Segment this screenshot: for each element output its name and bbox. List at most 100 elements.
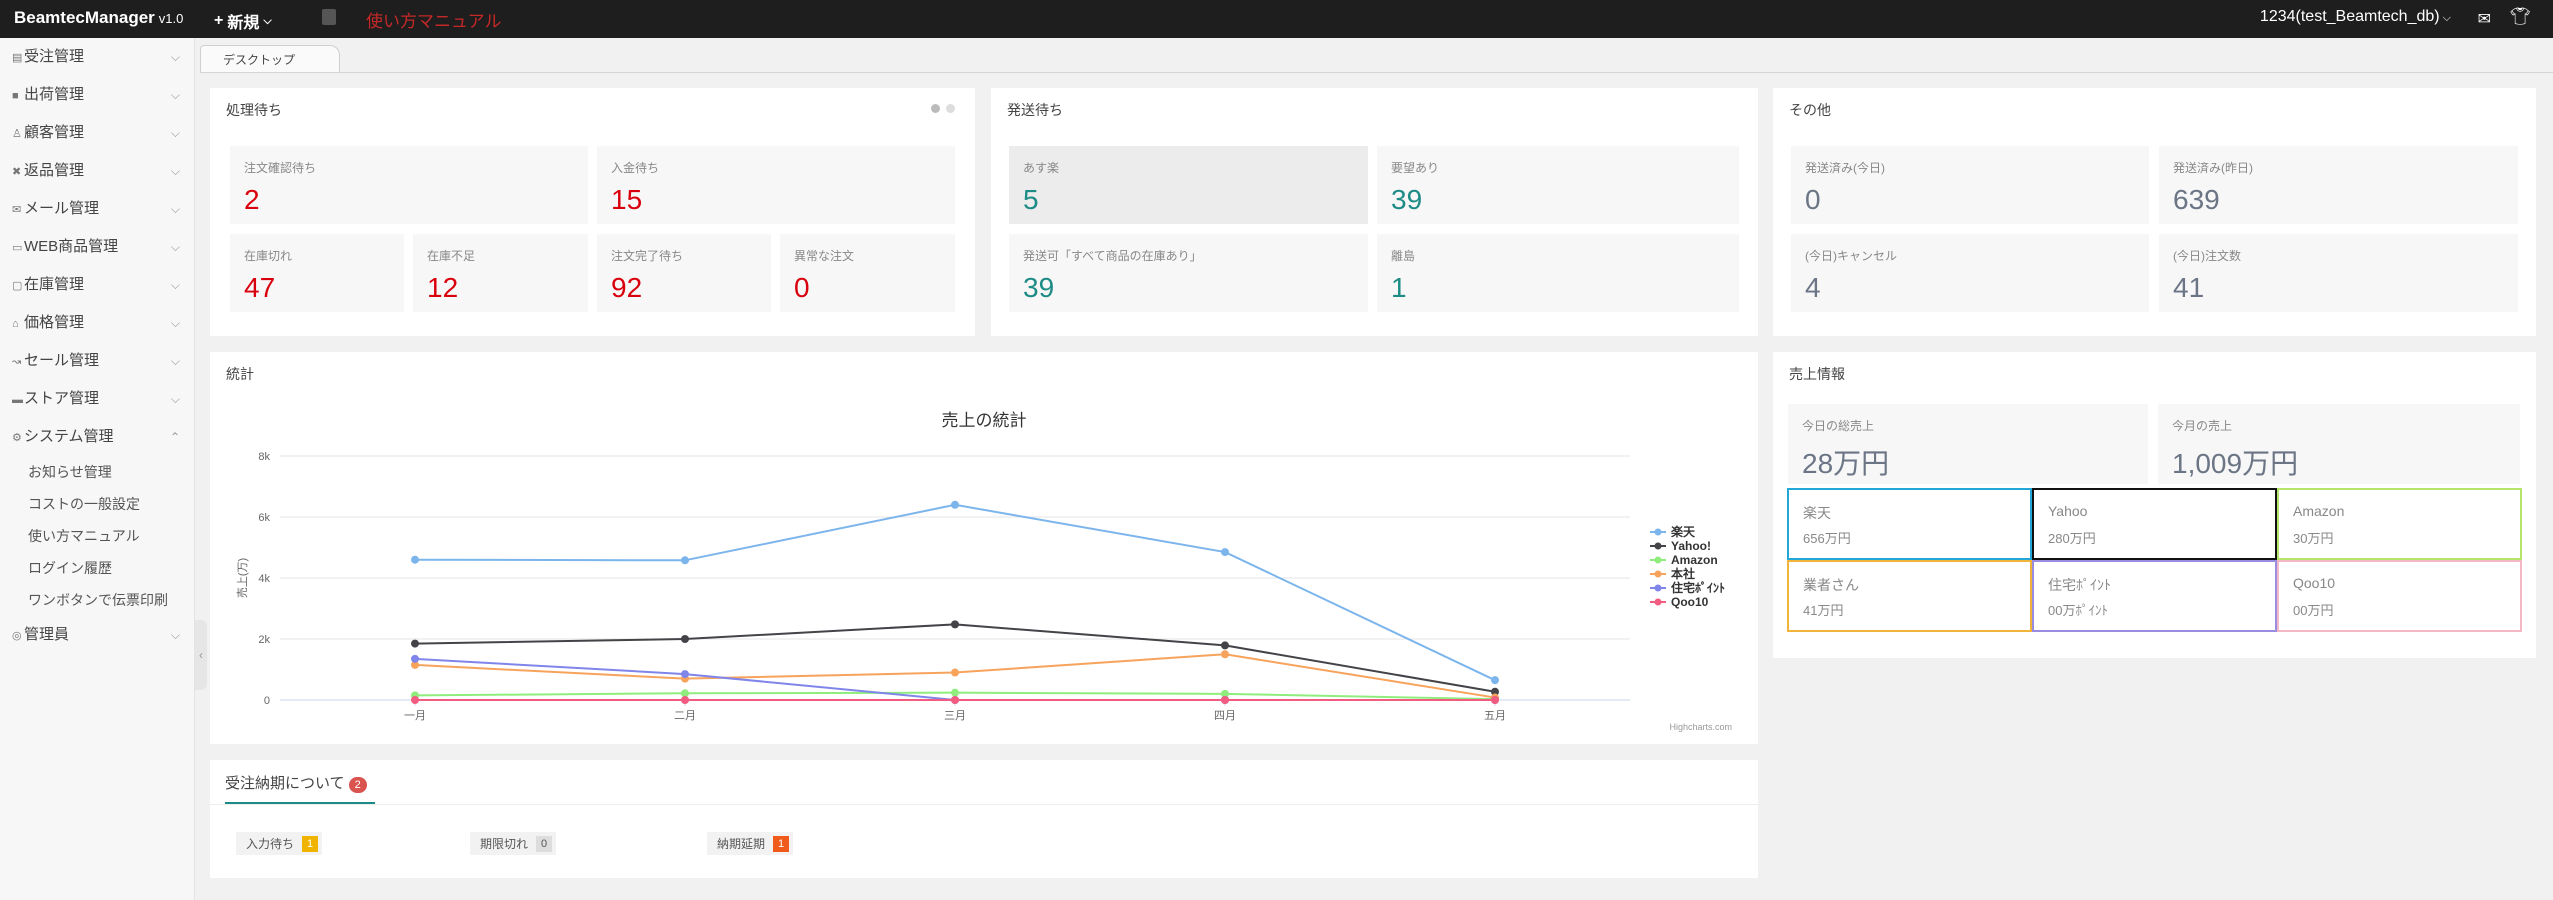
y-tick-label: 0: [264, 695, 270, 707]
data-point: [1221, 641, 1229, 650]
dot[interactable]: [946, 104, 955, 113]
sales-box-rakuten[interactable]: 楽天 656万円: [1787, 488, 2032, 560]
sidebar-subitem-one-button-print[interactable]: ワンボタンで伝票印刷: [28, 592, 168, 608]
sidebar-item-orders[interactable]: ▤ 受注管理 ⌵: [0, 38, 194, 76]
tab-desktop[interactable]: デスクトップ: [200, 45, 340, 73]
x-tick-label: 五月: [1484, 710, 1506, 722]
new-menu-button[interactable]: + 新規 ⌵: [214, 9, 272, 33]
stat-label: 発送可「すべて商品の在庫あり」: [1023, 249, 1202, 263]
chevron-down-icon: ⌵: [263, 14, 272, 27]
stat-orders-today[interactable]: (今日)注文数 41: [2159, 234, 2518, 312]
data-point: [951, 668, 959, 677]
stat-cancel-today[interactable]: (今日)キャンセル 4: [1791, 234, 2149, 312]
stat-order-confirm[interactable]: 注文確認待ち 2: [230, 146, 588, 224]
data-point: [411, 696, 419, 704]
sidebar-item-label: ストア管理: [24, 390, 100, 407]
sidebar-item-stores[interactable]: ▬ストア管理 ⌵: [0, 380, 194, 418]
sidebar-item-inventory[interactable]: ▢ 在庫管理 ⌵: [0, 266, 194, 304]
stat-asuraku[interactable]: あす楽 5: [1009, 146, 1368, 224]
stat-out-of-stock[interactable]: 在庫切れ 47: [230, 234, 404, 312]
stat-order-complete-wait[interactable]: 注文完了待ち 92: [597, 234, 771, 312]
stat-payment-wait[interactable]: 入金待ち 15: [597, 146, 955, 224]
chevron-down-icon: ⌵: [170, 126, 180, 140]
shirt-icon[interactable]: 👕︎: [2509, 7, 2531, 26]
user-name: 1234(test_Beamtech_db): [2259, 8, 2440, 25]
sales-box-housing-points[interactable]: 住宅ﾎﾟｲﾝﾄ 00万ﾎﾟｲﾝﾄ: [2032, 560, 2277, 632]
user-icon: ♙: [12, 128, 22, 140]
manual-link[interactable]: 使い方マニュアル: [366, 12, 502, 31]
stat-label: (今日)キャンセル: [1805, 249, 1897, 263]
carousel-dots[interactable]: [931, 104, 955, 113]
pill-postponed[interactable]: 納期延期 1: [707, 832, 794, 855]
legend-label: 本社: [1671, 566, 1695, 581]
sidebar-item-customers[interactable]: ♙ 顧客管理 ⌵: [0, 114, 194, 152]
x-tick-label: 二月: [674, 710, 696, 722]
legend-marker: [1654, 570, 1662, 578]
stat-month-sales[interactable]: 今月の売上 1,009万円: [2158, 404, 2520, 484]
stat-shipped-today[interactable]: 発送済み(今日) 0: [1791, 146, 2149, 224]
sales-box-yahoo[interactable]: Yahoo 280万円: [2032, 488, 2277, 560]
stat-requests[interactable]: 要望あり 39: [1377, 146, 1739, 224]
stat-value: 28万円: [1802, 448, 1890, 479]
sidebar-collapse-handle[interactable]: ‹: [195, 620, 207, 690]
stat-remote-island[interactable]: 離島 1: [1377, 234, 1739, 312]
stat-value: 47: [244, 272, 276, 303]
chevron-down-icon: ⌵: [170, 278, 180, 292]
sidebar-item-web-products[interactable]: ▭ WEB商品管理 ⌵: [0, 228, 194, 266]
dot[interactable]: [931, 104, 940, 113]
series-line: [414, 623, 1496, 693]
stat-value: 1,009万円: [2172, 448, 2299, 479]
stat-today-sales[interactable]: 今日の総売上 28万円: [1788, 404, 2148, 484]
stat-shipped-yesterday[interactable]: 発送済み(昨日) 639: [2159, 146, 2518, 224]
count-badge: 2: [348, 777, 367, 793]
user-menu[interactable]: 1234(test_Beamtech_db) ⌵: [2260, 8, 2451, 26]
sales-box-label: Qoo10: [2293, 575, 2336, 591]
sidebar-subitem-login-history[interactable]: ログイン履歴: [28, 560, 112, 576]
lock-icon: ▢: [12, 280, 23, 292]
stat-label: 注文完了待ち: [611, 249, 684, 263]
stat-label: 離島: [1391, 249, 1416, 263]
sidebar-item-mail[interactable]: ✉ メール管理 ⌵: [0, 190, 194, 228]
sidebar-item-admin[interactable]: ◎ 管理員 ⌵: [0, 616, 194, 654]
stat-shippable[interactable]: 発送可「すべて商品の在庫あり」 39: [1009, 234, 1368, 312]
sidebar-subitem-notices[interactable]: お知らせ管理: [28, 464, 112, 480]
legend-marker: [1654, 542, 1662, 550]
sidebar-item-prices[interactable]: ⌂ 価格管理 ⌵: [0, 304, 194, 342]
shipping-panel: 発送待ち あす楽 5 要望あり 39 発送可「すべて商品の在庫あり」 39 離島 1: [991, 88, 1758, 336]
sales-box-qoo10[interactable]: Qoo10 00万円: [2277, 560, 2522, 632]
panel-title: 売上情報: [1789, 366, 1845, 382]
sidebar-item-system[interactable]: ⚙ システム管理 ⌃: [0, 418, 194, 456]
stat-low-stock[interactable]: 在庫不足 12: [413, 234, 588, 312]
stat-abnormal-orders[interactable]: 異常な注文 0: [780, 234, 955, 312]
tag-icon: ⌂: [12, 318, 19, 330]
sales-box-value: 00万ﾎﾟｲﾝﾄ: [2048, 603, 2108, 618]
pill-count: 1: [773, 835, 790, 852]
sales-box-label: Yahoo: [2048, 503, 2088, 519]
sidebar-item-returns[interactable]: ✖ 返品管理 ⌵: [0, 152, 194, 190]
stat-label: (今日)注文数: [2173, 249, 2241, 263]
stat-label: 異常な注文: [794, 249, 855, 263]
mail-icon[interactable]: ✉: [2477, 11, 2491, 28]
sidebar-subitem-cost-settings[interactable]: コストの一般設定: [28, 496, 140, 512]
top-bar: BeamtecManager v1.0 + 新規 ⌵ 使い方マニュアル 1234(…: [0, 0, 2553, 38]
book-icon[interactable]: [322, 9, 336, 25]
tab-delivery-deadline[interactable]: 受注納期について 2: [225, 772, 367, 793]
sidebar-item-shipping[interactable]: ■ 出荷管理 ⌵: [0, 76, 194, 114]
pill-input-wait[interactable]: 入力待ち 1: [236, 832, 323, 855]
legend-marker: [1654, 556, 1662, 564]
data-point: [681, 635, 689, 643]
data-point: [411, 654, 419, 663]
brand-logo[interactable]: BeamtecManager v1.0: [14, 8, 183, 28]
pill-expired[interactable]: 期限切れ 0: [470, 832, 557, 855]
sales-box-amazon[interactable]: Amazon 30万円: [2277, 488, 2522, 560]
sidebar-subitem-manual[interactable]: 使い方マニュアル: [28, 528, 140, 544]
chevron-down-icon: ⌵: [170, 50, 180, 64]
data-point: [951, 500, 959, 509]
sidebar-item-sales[interactable]: ↝ セール管理 ⌵: [0, 342, 194, 380]
legend-label: 住宅ﾎﾟｲﾝﾄ: [1671, 580, 1725, 595]
stat-value: 15: [611, 184, 643, 215]
tab-divider: [200, 72, 2553, 73]
sales-box-vendor[interactable]: 業者さん 41万円: [1787, 560, 2032, 632]
stat-value: 92: [611, 272, 643, 303]
pill-count: 0: [536, 835, 553, 852]
